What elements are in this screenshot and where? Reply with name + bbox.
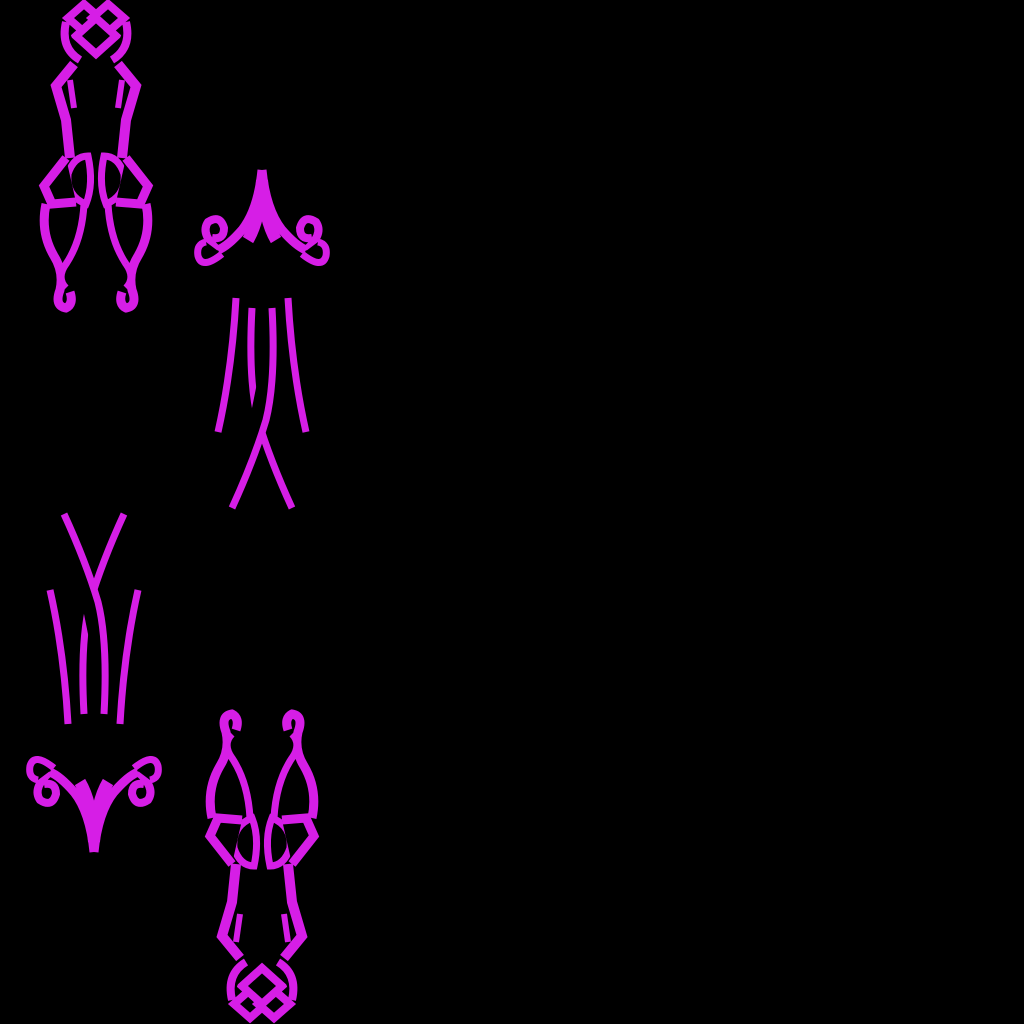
celtic-knot-icon: [210, 714, 314, 1018]
spire-swirl-ornament-bottom: [30, 514, 159, 852]
celtic-knot-icon: [44, 4, 148, 308]
spire-swirl-icon: [198, 170, 327, 508]
celtic-knot-ornament-top: [44, 4, 148, 308]
spire-swirl-ornament-top: [198, 170, 327, 508]
spire-swirl-icon: [30, 514, 159, 852]
celtic-knot-ornament-bottom: [210, 714, 314, 1018]
